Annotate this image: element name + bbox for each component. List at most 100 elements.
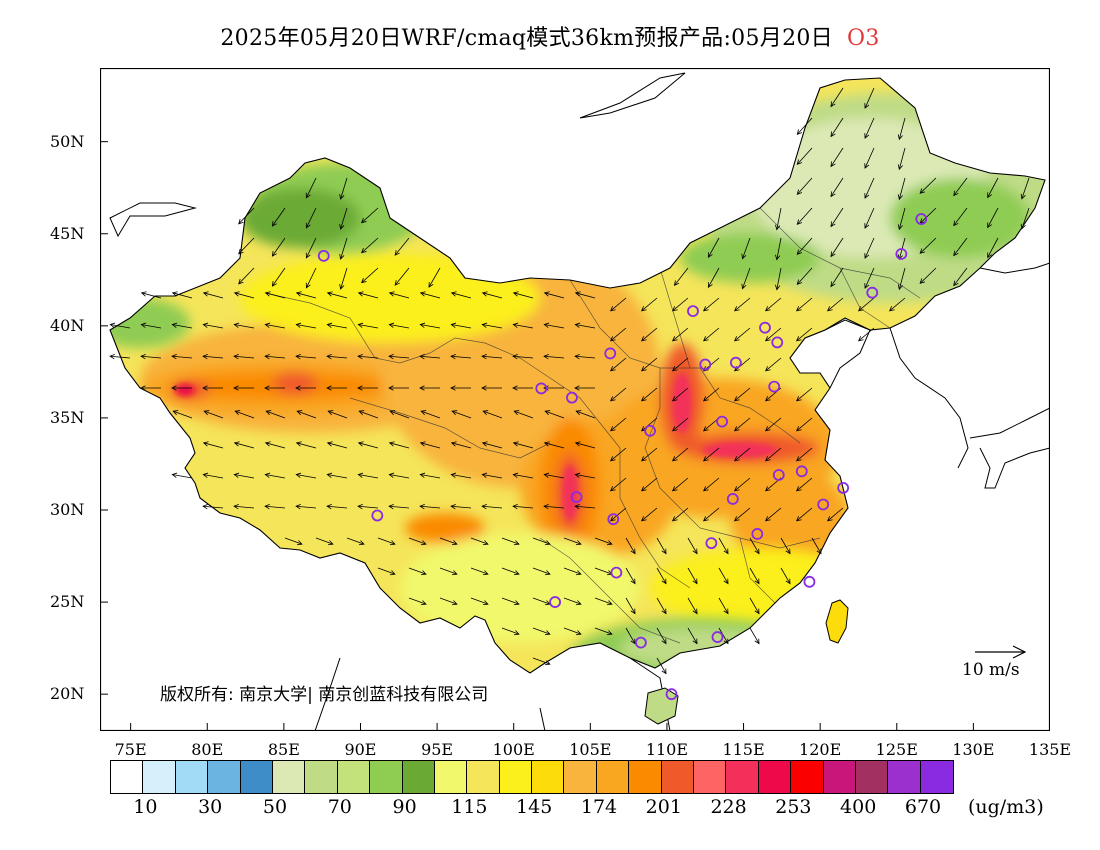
wind-arrowhead	[388, 504, 394, 510]
wind-arrowhead	[897, 164, 903, 171]
wind-arrowhead	[692, 638, 698, 645]
wind-arrowhead	[703, 336, 709, 342]
wind-vector	[687, 627, 698, 644]
wind-arrowhead	[830, 131, 836, 138]
wind-vector	[513, 442, 534, 449]
wind-arrowhead	[858, 336, 864, 342]
wind-arrowhead	[703, 306, 709, 312]
wind-vector	[327, 505, 348, 509]
wind-arrowhead	[610, 516, 616, 522]
wind-arrowhead	[305, 252, 311, 259]
wind-arrowhead	[864, 283, 870, 289]
wind-arrowhead	[897, 134, 903, 141]
wind-arrowhead	[692, 578, 698, 585]
wind-vector	[656, 597, 667, 614]
lon-label: 75E	[114, 740, 147, 759]
wind-vector	[610, 297, 627, 312]
wind-arrowhead	[734, 306, 740, 312]
wind-arrowhead	[295, 291, 302, 297]
wind-vector	[172, 292, 193, 299]
wind-vector	[358, 324, 379, 329]
wind-vector	[532, 597, 551, 605]
wind-vector	[765, 447, 782, 462]
wind-vector	[563, 537, 582, 545]
wind-vector	[1021, 207, 1030, 229]
wind-arrowhead	[419, 472, 426, 478]
wind-arrowhead	[575, 540, 582, 546]
wind-vector	[707, 237, 720, 258]
station-marker	[566, 391, 578, 404]
wind-vector	[858, 327, 875, 342]
wind-vector	[672, 357, 689, 372]
wind-arrowhead	[327, 410, 334, 416]
lon-label: 125E	[875, 740, 918, 759]
wind-vector	[532, 657, 551, 665]
wind-arrowhead	[707, 282, 713, 289]
wind-arrowhead	[512, 291, 519, 297]
legend-swatch	[532, 761, 565, 793]
wind-vector	[513, 324, 534, 329]
wind-vector	[470, 597, 489, 605]
map-title-text: 2025年05月20日WRF/cmaq模式36km预报产品:05月20日	[220, 26, 833, 51]
wind-vector	[532, 627, 551, 635]
wind-vector	[656, 627, 667, 644]
wind-vector	[305, 237, 317, 258]
station-marker	[866, 286, 879, 299]
legend-swatch	[370, 761, 403, 793]
wind-arrowhead	[513, 630, 520, 636]
wind-arrowhead	[420, 540, 427, 546]
wind-arrowhead	[897, 284, 903, 291]
wind-vector	[864, 147, 875, 169]
wind-vector	[451, 442, 472, 449]
wind-arrowhead	[692, 548, 698, 555]
wind-arrowhead	[295, 322, 302, 328]
station-marker	[817, 498, 830, 511]
wind-vector	[501, 627, 520, 635]
wind-vector	[776, 207, 782, 230]
wind-vector	[327, 355, 348, 359]
wind-vector	[641, 327, 658, 342]
wind-arrowhead	[897, 224, 903, 231]
wind-arrowhead	[171, 472, 178, 478]
wind-vector	[346, 537, 365, 545]
wind-arrowhead	[830, 221, 836, 228]
wind-arrowhead	[765, 366, 771, 372]
wind-arrowhead	[987, 222, 992, 229]
wind-arrowhead	[339, 284, 345, 290]
wind-vector	[296, 324, 317, 329]
wind-arrowhead	[734, 336, 740, 342]
wind-arrowhead	[830, 251, 836, 258]
wind-vector	[703, 477, 720, 492]
legend-swatch	[564, 761, 597, 793]
wind-vector	[718, 567, 729, 584]
legend-swatch	[596, 761, 630, 793]
wind-arrowhead	[296, 410, 303, 416]
wind-arrowhead	[796, 426, 802, 432]
wind-arrowhead	[754, 548, 760, 555]
wind-vector	[796, 507, 813, 522]
wind-vector	[641, 447, 658, 462]
wind-vector	[734, 507, 751, 522]
wind-arrowhead	[703, 516, 709, 522]
wind-arrowhead	[575, 570, 582, 576]
wind-arrowhead	[672, 396, 678, 402]
wind-arrowhead	[796, 249, 803, 256]
wind-vector	[340, 267, 348, 290]
wind-arrowhead	[360, 217, 367, 224]
wind-vector	[641, 417, 658, 432]
wind-vector	[625, 627, 636, 644]
wind-vector	[734, 417, 751, 432]
wind-arrowhead	[574, 441, 581, 447]
wind-arrowhead	[707, 252, 713, 259]
lat-label: 30N	[50, 500, 85, 519]
wind-arrowhead	[641, 306, 647, 312]
wind-vector	[501, 537, 520, 545]
wind-vector	[796, 477, 813, 492]
legend-swatch	[661, 761, 695, 793]
wind-arrowhead	[305, 222, 311, 229]
wind-arrowhead	[326, 472, 333, 478]
wind-vector	[305, 267, 317, 288]
wind-vector	[749, 627, 760, 644]
wind-vector	[428, 267, 441, 288]
wind-vector	[796, 237, 813, 255]
